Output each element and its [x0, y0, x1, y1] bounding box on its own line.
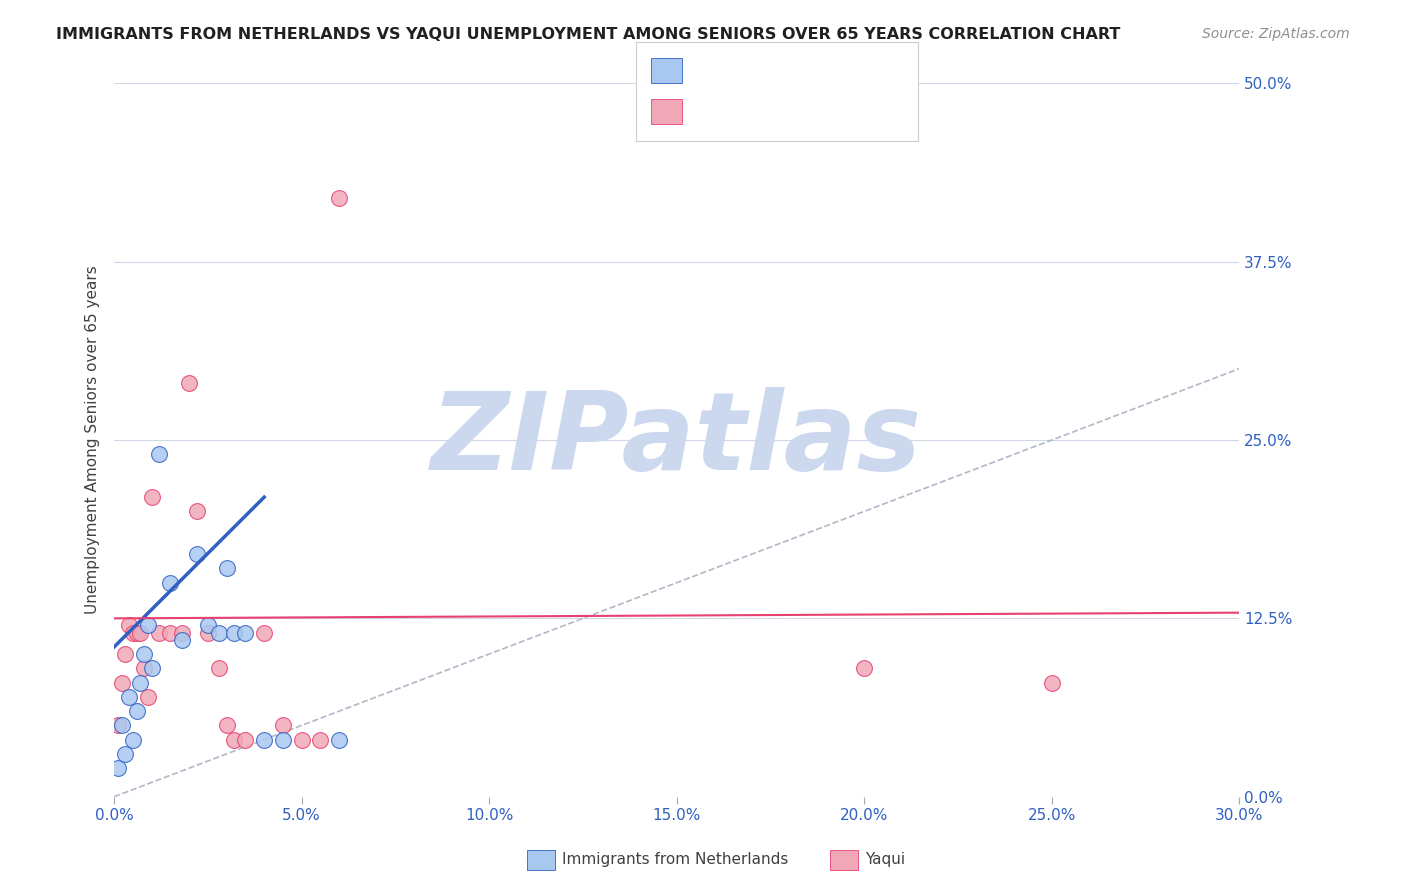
Point — [328, 732, 350, 747]
Text: N =: N = — [780, 102, 817, 120]
Point — [136, 618, 159, 632]
Point — [107, 761, 129, 775]
Point — [122, 732, 145, 747]
Point — [125, 704, 148, 718]
Text: 22: 22 — [806, 61, 830, 78]
Point — [114, 747, 136, 761]
Point — [170, 625, 193, 640]
Point — [271, 732, 294, 747]
Point — [197, 618, 219, 632]
Point — [118, 618, 141, 632]
Point — [111, 718, 134, 732]
Point — [134, 661, 156, 675]
Text: Immigrants from Netherlands: Immigrants from Netherlands — [562, 853, 789, 867]
Point — [291, 732, 314, 747]
Point — [134, 647, 156, 661]
Point — [141, 661, 163, 675]
Point — [114, 647, 136, 661]
Point — [271, 718, 294, 732]
Point — [107, 718, 129, 732]
Point — [186, 504, 208, 518]
Point — [208, 661, 231, 675]
Point — [141, 490, 163, 504]
Point — [253, 732, 276, 747]
Point — [853, 661, 876, 675]
Text: R =: R = — [690, 102, 727, 120]
Text: 27: 27 — [806, 102, 830, 120]
Point — [235, 625, 257, 640]
Point — [253, 625, 276, 640]
Text: IMMIGRANTS FROM NETHERLANDS VS YAQUI UNEMPLOYMENT AMONG SENIORS OVER 65 YEARS CO: IMMIGRANTS FROM NETHERLANDS VS YAQUI UNE… — [56, 27, 1121, 42]
Point — [197, 625, 219, 640]
Text: 0.013: 0.013 — [718, 102, 770, 120]
Point — [129, 675, 152, 690]
Point — [235, 732, 257, 747]
Point — [215, 718, 238, 732]
Point — [136, 690, 159, 704]
Point — [159, 625, 181, 640]
Point — [170, 632, 193, 647]
Point — [1040, 675, 1063, 690]
Point — [186, 547, 208, 561]
Point — [118, 690, 141, 704]
Y-axis label: Unemployment Among Seniors over 65 years: Unemployment Among Seniors over 65 years — [86, 266, 100, 615]
Text: N =: N = — [780, 61, 817, 78]
Point — [224, 625, 246, 640]
Point — [309, 732, 332, 747]
Point — [328, 190, 350, 204]
Text: ZIPatlas: ZIPatlas — [432, 387, 922, 493]
Point — [208, 625, 231, 640]
Point — [159, 575, 181, 590]
Point — [122, 625, 145, 640]
Point — [148, 447, 170, 461]
Point — [129, 625, 152, 640]
Point — [215, 561, 238, 575]
Point — [125, 625, 148, 640]
Point — [224, 732, 246, 747]
Point — [111, 675, 134, 690]
Point — [148, 625, 170, 640]
Point — [179, 376, 201, 390]
Text: R =: R = — [690, 61, 727, 78]
Text: 0.307: 0.307 — [718, 61, 770, 78]
Text: Source: ZipAtlas.com: Source: ZipAtlas.com — [1202, 27, 1350, 41]
Text: Yaqui: Yaqui — [865, 853, 905, 867]
